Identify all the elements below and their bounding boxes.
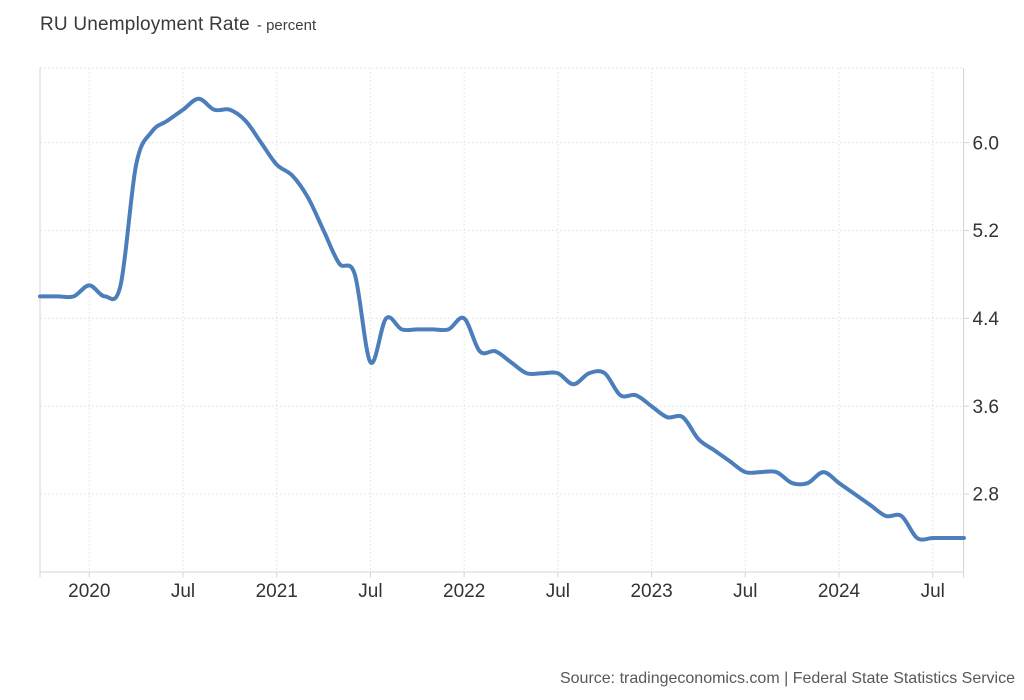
chart-subtitle: - percent [256,17,317,34]
x-axis-label: Jul [921,581,945,602]
x-axis-label: 2020 [68,581,110,602]
x-axis-label: 2023 [630,581,672,602]
x-axis-label: 2024 [818,581,861,602]
y-axis-label: 6.0 [973,133,999,154]
y-axis-label: 2.8 [973,485,999,506]
x-axis-label: Jul [733,581,757,602]
y-axis-label: 4.4 [973,309,1000,330]
x-axis-label: 2022 [443,581,485,602]
source-attribution: Source: tradingeconomics.com | Federal S… [559,670,1015,687]
chart-title: RU Unemployment Rate [40,14,250,35]
x-axis-label: Jul [546,581,570,602]
y-axis-label: 3.6 [973,397,999,418]
y-axis-label: 5.2 [973,221,999,242]
unemployment-rate-line[interactable] [38,96,966,542]
x-axis-label: Jul [171,581,195,602]
chart-header: RU Unemployment Rate - percent [40,14,316,36]
x-axis-label: Jul [358,581,382,602]
x-axis-label: 2021 [256,581,298,602]
